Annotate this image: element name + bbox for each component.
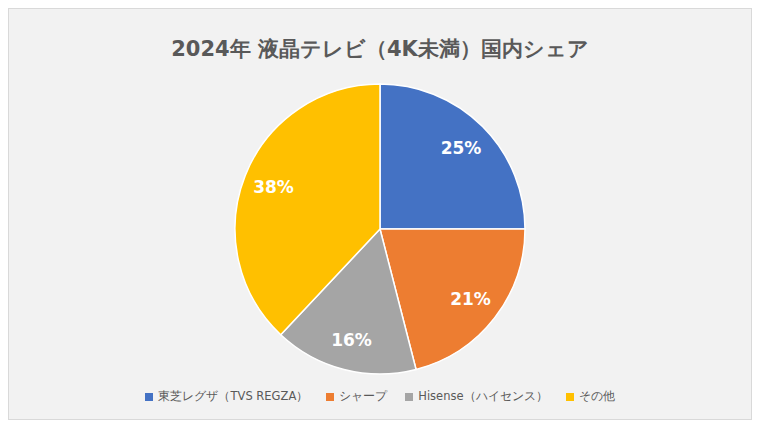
svg-text:16%: 16%	[331, 330, 372, 350]
svg-text:38%: 38%	[253, 177, 294, 197]
html-text:その他: その他	[578, 389, 615, 403]
svg-text:25%: 25%	[441, 138, 482, 158]
html-text:2024年 液晶テレビ（4K未満）国内シェア: 2024年 液晶テレビ（4K未満）国内シェア	[171, 37, 589, 61]
html-text:シャープ: シャープ	[339, 389, 388, 403]
svg-text:21%: 21%	[450, 289, 491, 309]
html-text:東芝レグザ（TVS REGZA）: 東芝レグザ（TVS REGZA）	[158, 389, 309, 403]
html-text:Hisense（ハイセンス）: Hisense（ハイセンス）	[418, 389, 548, 403]
